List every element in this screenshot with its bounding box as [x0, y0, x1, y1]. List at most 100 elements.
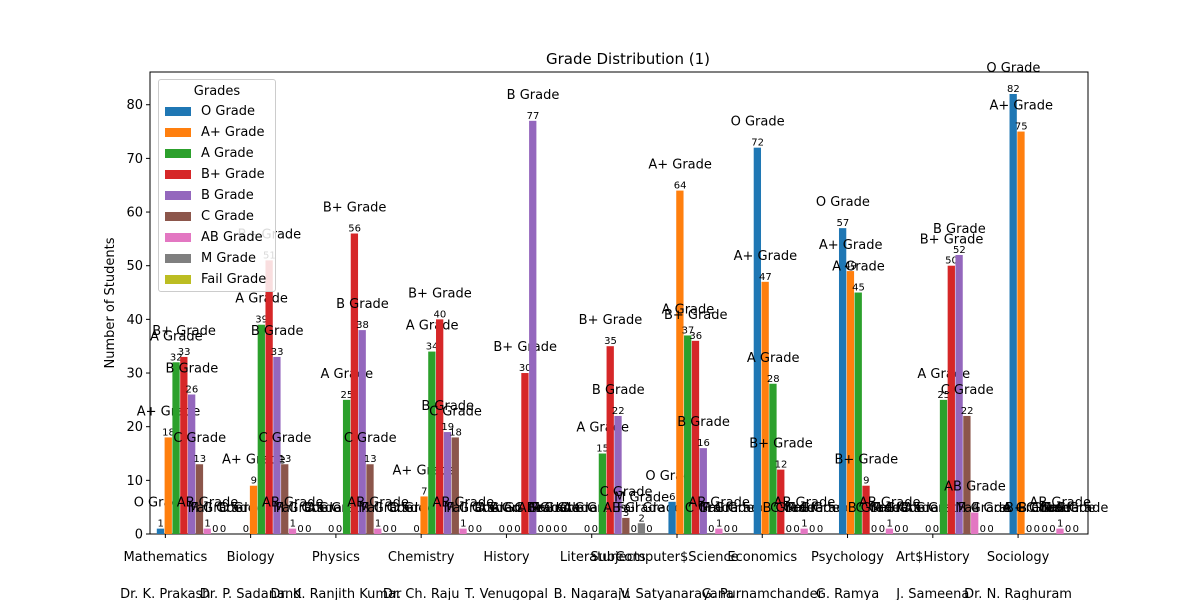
- bar-value-label: 0: [336, 524, 342, 535]
- bar-grade-label: M Grade: [444, 501, 499, 516]
- bar-a-grade: [257, 324, 265, 534]
- bar-value-label: 0: [708, 524, 714, 535]
- bar-grade-label: B+ Grade: [664, 308, 728, 323]
- bar-o-grade: [838, 228, 847, 534]
- bar-grade-label: B Grade: [592, 383, 645, 398]
- bar-c-grade: [622, 517, 630, 534]
- legend-label: B+ Grade: [201, 167, 265, 182]
- bar-value-label: 0: [732, 524, 738, 535]
- bar-grade-label: M Grade: [785, 501, 840, 516]
- bar-value-label: 0: [879, 524, 885, 535]
- bar-o-grade: [668, 501, 676, 534]
- bar-value-label: 39: [255, 315, 268, 326]
- bar-value-label: 0: [933, 524, 939, 535]
- bar-value-label: 33: [178, 347, 191, 358]
- bar-a-grade: [769, 383, 777, 534]
- bar-value-label: 0: [514, 524, 520, 535]
- bar-a-grade: [939, 399, 948, 534]
- bar-a-grade: [846, 271, 855, 534]
- bar-value-label: 36: [689, 331, 702, 342]
- bar-grade-label: Fail Grade: [787, 501, 852, 516]
- bar-value-label: 33: [271, 347, 284, 358]
- bar-a-grade: [684, 335, 692, 534]
- bar-value-label: 37: [682, 325, 695, 336]
- bar-value-label: 0: [871, 524, 877, 535]
- bar-grade-label: C Grade: [941, 383, 994, 398]
- bar-grade-label: AB Grade: [518, 501, 580, 516]
- legend-label: M Grade: [201, 251, 256, 266]
- bar-value-label: 9: [863, 476, 869, 487]
- bar-grade-label: B Grade: [336, 297, 389, 312]
- bar-grade-label: AB Grade: [262, 496, 324, 511]
- bar-grade-label: B Grade: [762, 501, 815, 516]
- bar-ab-grade: [203, 528, 211, 534]
- x-tick-label: Biology: [227, 550, 275, 565]
- bar-value-label: 1: [1057, 519, 1063, 530]
- legend-item: M Grade: [165, 251, 256, 267]
- bar-grade-label: M Grade: [870, 501, 925, 516]
- y-tick-label: 80: [126, 98, 143, 113]
- bar-value-label: 0: [305, 524, 311, 535]
- bar-value-label: 1: [716, 519, 722, 530]
- bar-value-label: 0: [987, 524, 993, 535]
- bar-value-label: 0: [328, 524, 334, 535]
- bar-value-label: 0: [1026, 524, 1032, 535]
- bar-grade-label: Fail Grade: [190, 501, 255, 516]
- bar-ab-grade: [715, 528, 723, 534]
- bar-grade-label: Fail Grade: [532, 501, 597, 516]
- bar-grade-label: A+ Grade: [648, 158, 712, 173]
- bar-value-label: 0: [925, 524, 931, 535]
- bar-ab-grade: [459, 528, 467, 534]
- legend-swatch: [165, 275, 191, 284]
- bar-value-label: 0: [793, 524, 799, 535]
- legend-swatch: [165, 149, 191, 158]
- teacher-label: Dr. P. Sadanand: [200, 587, 302, 600]
- bar-grade-label: A Grade: [406, 319, 459, 334]
- bar-a-grade: [428, 351, 436, 534]
- bar-value-label: 0: [413, 524, 419, 535]
- bar-c-grade: [451, 437, 459, 534]
- teacher-label: T. Venugopal: [464, 587, 548, 600]
- bar-grade-label: B Grade: [933, 222, 986, 237]
- bar-grade-label: C Grade: [855, 501, 908, 516]
- bar-grade-label: C Grade: [259, 431, 312, 446]
- bar-b-grade: [188, 394, 196, 534]
- bar-a-grade: [598, 453, 607, 534]
- bar-grade-label: C Grade: [344, 431, 397, 446]
- bar-value-label: 1: [375, 519, 381, 530]
- bar-grade-label: AB Grade: [774, 496, 836, 511]
- bar-b-grade: [350, 233, 359, 534]
- bar-value-label: 0: [980, 524, 986, 535]
- bar-value-label: 3: [623, 508, 629, 519]
- legend-title: Grades: [193, 84, 241, 99]
- bar-ab-grade: [374, 528, 382, 534]
- bar-value-label: 0: [545, 524, 551, 535]
- x-tick-label: History: [483, 550, 530, 565]
- chart-title: Grade Distribution (1): [546, 50, 710, 68]
- bar-value-label: 57: [837, 218, 850, 229]
- bar-value-label: 32: [170, 352, 183, 363]
- legend-swatch: [165, 191, 191, 200]
- bar-value-label: 12: [775, 460, 788, 471]
- teacher-label: Dr. Ch. Raju: [383, 587, 460, 600]
- x-tick-label: Physics: [312, 550, 360, 565]
- bar-grade-label: AB Grade: [603, 501, 665, 516]
- bar-value-label: 1: [290, 519, 296, 530]
- bar-value-label: 18: [162, 427, 175, 438]
- legend-swatch: [165, 128, 191, 137]
- bar-a-grade: [854, 292, 862, 534]
- legend-swatch: [165, 233, 191, 242]
- bar-grade-label: C Grade: [514, 501, 567, 516]
- bar-value-label: 50: [945, 256, 958, 267]
- bar-o-grade: [753, 147, 762, 534]
- bar-grade-label: A Grade: [1003, 501, 1056, 516]
- bar-value-label: 47: [759, 272, 772, 283]
- teacher-label: V. Satyanarayana: [620, 587, 734, 600]
- x-tick-label: Art$History: [896, 550, 970, 565]
- y-tick-label: 70: [126, 152, 143, 167]
- bar-value-label: 28: [767, 374, 780, 385]
- y-tick-label: 10: [126, 474, 143, 489]
- bar-a-grade: [342, 399, 351, 534]
- bar-grade-label: M Grade: [699, 501, 754, 516]
